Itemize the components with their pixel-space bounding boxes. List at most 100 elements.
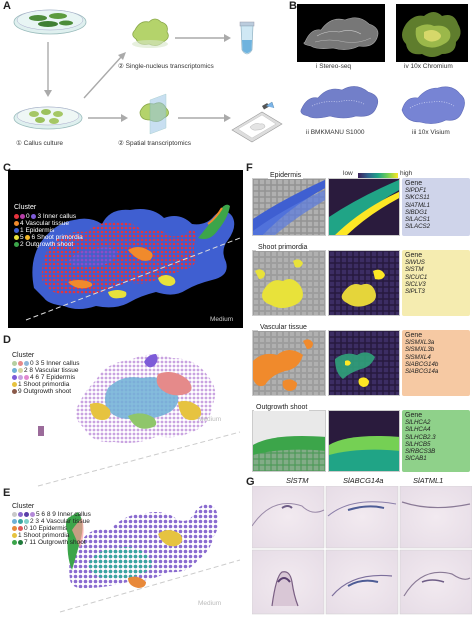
gene-name: SlRBCS3B bbox=[405, 448, 436, 456]
legend-item: 0 3 5 Inner callus bbox=[12, 360, 80, 367]
legend-num: 5 bbox=[20, 234, 24, 241]
row-title-vascular: Vascular tissue bbox=[258, 324, 309, 331]
panel-e-tissue bbox=[59, 504, 241, 613]
gene-name: SlPDF1 bbox=[405, 187, 427, 195]
gene-name: SlABCG14b bbox=[405, 360, 439, 368]
legend-item-inner-callus: 0 3 Inner callus bbox=[14, 213, 83, 220]
legend-dot bbox=[18, 374, 23, 380]
gene-box-outgrowth: Gene SlLHCA2 SlLHCA4 SlLHCB2.3 SlLHCB5 S… bbox=[402, 410, 470, 472]
panel-e-legend-title: Cluster bbox=[12, 503, 35, 510]
callus-dish-icon bbox=[13, 106, 83, 130]
g-gene-2: SlABCG14a bbox=[343, 476, 384, 485]
outgrowth-expression-tile bbox=[328, 410, 400, 472]
gene-box-shoot-primordia: Gene SlWUS SlSTM SlCUC1 SlCLV3 SlPLT3 bbox=[402, 250, 470, 316]
legend-dot bbox=[25, 234, 31, 240]
legend-num: 4 bbox=[20, 220, 24, 227]
vascular-cluster-tile bbox=[252, 330, 326, 396]
legend-dot bbox=[14, 227, 19, 233]
chromium-image bbox=[396, 4, 468, 62]
legend-dot bbox=[18, 539, 23, 545]
panel-c-medium: Medium bbox=[210, 316, 234, 323]
legend-dot bbox=[12, 539, 17, 545]
shoot-primordia-cluster-tile bbox=[252, 250, 326, 316]
gene-name: SlCUC1 bbox=[405, 273, 428, 281]
legend-dot bbox=[12, 388, 17, 394]
panel-a-schematic bbox=[13, 9, 283, 143]
panel-label-g: G bbox=[246, 476, 255, 488]
bmk-image bbox=[298, 78, 384, 128]
gene-name: SlSTM bbox=[405, 266, 424, 274]
gene-name: SlABCG14a bbox=[405, 368, 439, 376]
legend-label: 7 11 Outgrowth shoot bbox=[24, 539, 86, 546]
gene-name: SlBDG1 bbox=[405, 208, 428, 216]
legend-dot bbox=[24, 360, 29, 366]
legend-dot bbox=[12, 511, 17, 517]
legend-dot bbox=[12, 525, 17, 531]
panel-label-a: A bbox=[3, 0, 11, 12]
callus-culture-label: ① Callus culture bbox=[16, 140, 64, 147]
legend-label: 1 Shoot primordia bbox=[18, 532, 70, 539]
color-scale-bar bbox=[358, 173, 398, 178]
visium-image bbox=[396, 76, 470, 128]
legend-item: 1 Shoot primordia bbox=[12, 381, 80, 388]
legend-item: 1 Shoot primordia bbox=[12, 532, 91, 539]
gene-name: SlKCS11 bbox=[405, 194, 430, 202]
panel-label-e: E bbox=[3, 487, 11, 499]
legend-dot bbox=[14, 241, 19, 247]
panel-label-d: D bbox=[3, 334, 11, 346]
legend-item: 5 6 8 9 Inner callus bbox=[12, 511, 91, 518]
tube-icon bbox=[239, 21, 255, 55]
callus-icon bbox=[132, 18, 169, 48]
legend-dot bbox=[30, 511, 35, 517]
panel-c-legend-title: Cluster bbox=[14, 204, 37, 211]
chromium-label: iv 10x Chromium bbox=[404, 63, 453, 70]
panel-e-medium: Medium bbox=[198, 600, 222, 607]
panel-label-f: F bbox=[246, 162, 253, 174]
panel-c-image bbox=[8, 170, 243, 328]
gene-name: SlLHCA2 bbox=[405, 419, 431, 427]
epidermis-expression-tile bbox=[328, 178, 400, 236]
gene-box-header: Gene bbox=[405, 332, 423, 339]
panel-label-c: C bbox=[3, 162, 11, 174]
legend-dot bbox=[12, 381, 17, 387]
legend-dot bbox=[18, 518, 23, 524]
legend-label: 1 Shoot primordia bbox=[18, 381, 70, 388]
stereo-seq-label: i Stereo-seq bbox=[316, 63, 352, 70]
legend-item: 0 10 Epidermis bbox=[12, 525, 91, 532]
gene-name: SlLHCB2.3 bbox=[405, 433, 436, 441]
gene-box-header: Gene bbox=[405, 180, 423, 187]
legend-label: 0 10 Epidermis bbox=[24, 525, 68, 532]
gene-box-header: Gene bbox=[405, 252, 423, 259]
gene-name: SlLACS1 bbox=[405, 216, 431, 224]
legend-item-epidermis: 1 Epidermis bbox=[14, 227, 83, 234]
legend-dot bbox=[12, 518, 17, 524]
shoot-primordia-expression-tile bbox=[328, 250, 400, 316]
legend-item: 4 6 7 Epidermis bbox=[12, 374, 80, 381]
legend-dot bbox=[14, 234, 19, 240]
g-gene-1: SlSTM bbox=[286, 476, 309, 485]
legend-item: 7 11 Outgrowth shoot bbox=[12, 539, 91, 546]
legend-dot bbox=[20, 213, 25, 219]
gene-name: SlSMXL3b bbox=[405, 346, 435, 354]
legend-dot bbox=[12, 360, 17, 366]
legend-label: 9 Outgrowth shoot bbox=[18, 388, 72, 395]
legend-item: 2 8 Vascular tissue bbox=[12, 367, 80, 374]
legend-dot bbox=[18, 525, 23, 531]
gene-name: SlLHCA4 bbox=[405, 426, 431, 434]
gene-name: SlSMXL4 bbox=[405, 353, 431, 361]
legend-label: 5 6 8 9 Inner callus bbox=[36, 511, 91, 518]
legend-label: 2 3 4 Vascular tissue bbox=[30, 518, 90, 525]
gene-box-vascular: Gene SlSMXL3a SlSMXL3b SlSMXL4 SlABCG14b… bbox=[402, 330, 470, 396]
scale-high-label: high bbox=[400, 170, 413, 177]
legend-num: 6 bbox=[31, 234, 36, 241]
legend-num: 1 bbox=[20, 227, 24, 234]
panel-c-legend: 0 3 Inner callus 4 Vascular tissue 1 Epi… bbox=[14, 213, 83, 248]
panel-d-legend: 0 3 5 Inner callus 2 8 Vascular tissue 4… bbox=[12, 360, 80, 395]
legend-num: 3 bbox=[37, 213, 42, 220]
panel-g-insitu bbox=[252, 486, 472, 615]
row-title-outgrowth: Outgrowth shoot bbox=[254, 404, 310, 411]
panel-d-tissue bbox=[37, 354, 241, 487]
vascular-expression-tile bbox=[328, 330, 400, 396]
stereo-seq-image bbox=[297, 4, 385, 62]
legend-item: 2 3 4 Vascular tissue bbox=[12, 518, 91, 525]
